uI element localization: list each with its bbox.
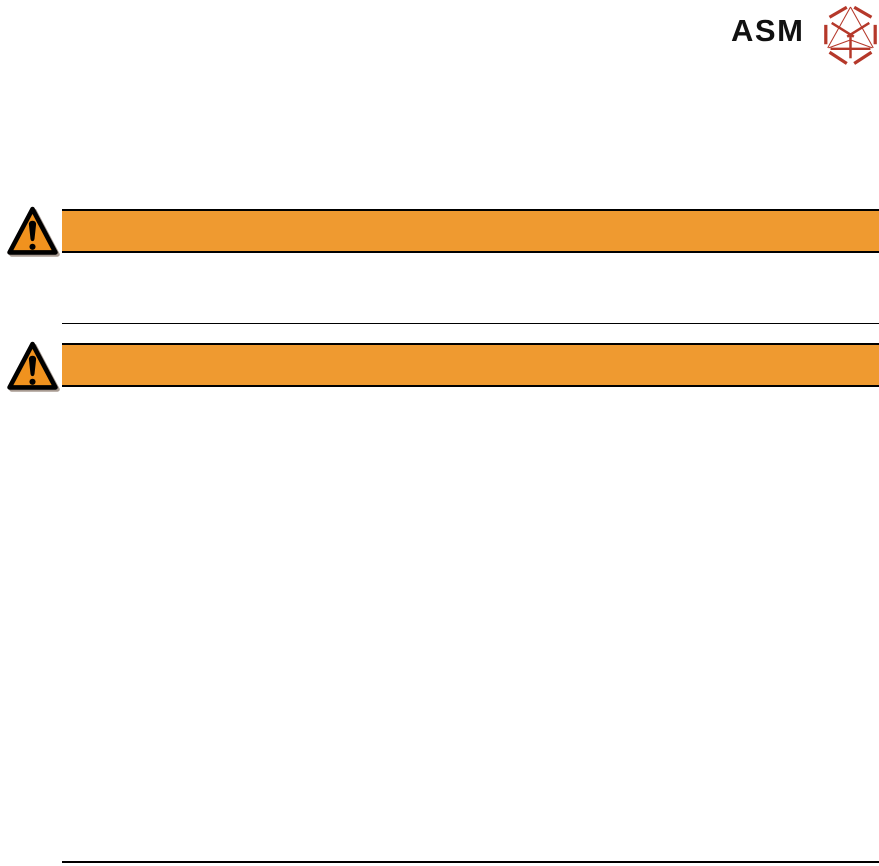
section-divider-rule: [62, 323, 879, 324]
warning-signal-bar: [62, 209, 879, 253]
warning-signal-bar: [62, 343, 879, 387]
warning-triangle-icon: [7, 339, 58, 395]
footer-rule: [62, 861, 879, 863]
warning-triangle-icon: [7, 204, 58, 260]
brand-wordmark: ASM: [731, 13, 805, 48]
asm-lattice-logo-icon: [822, 2, 879, 69]
